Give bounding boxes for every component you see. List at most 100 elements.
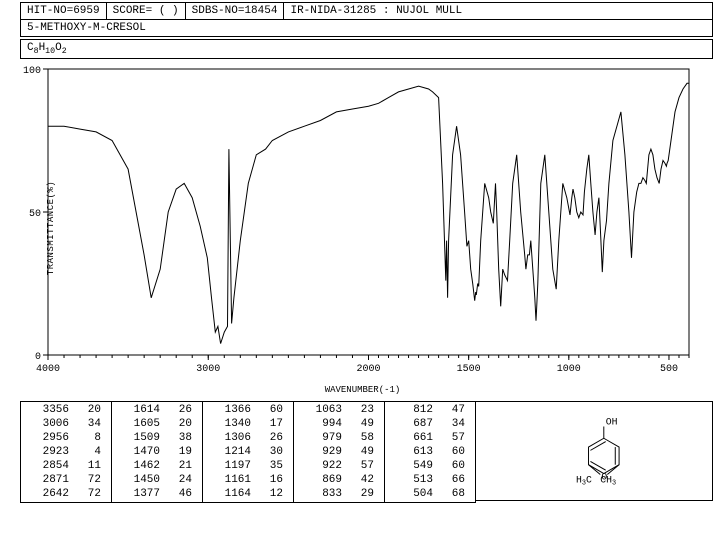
peak-intensity: 21 bbox=[166, 460, 196, 472]
svg-text:500: 500 bbox=[660, 364, 678, 375]
peak-intensity: 49 bbox=[348, 418, 378, 430]
ir-cell: IR-NIDA-31285 : NUJOL MULL bbox=[284, 3, 712, 19]
peak-intensity: 38 bbox=[166, 432, 196, 444]
peak-intensity: 57 bbox=[439, 432, 469, 444]
peak-wavenumber: 1164 bbox=[209, 488, 255, 500]
peak-wavenumber: 1197 bbox=[209, 460, 255, 472]
svg-text:1500: 1500 bbox=[457, 364, 481, 375]
svg-text:2000: 2000 bbox=[356, 364, 380, 375]
peak-intensity: 49 bbox=[348, 446, 378, 458]
peak-wavenumber: 1470 bbox=[118, 446, 164, 458]
peak-intensity: 60 bbox=[439, 460, 469, 472]
peak-wavenumber: 3356 bbox=[27, 404, 73, 416]
svg-text:H3C: H3C bbox=[576, 475, 592, 488]
peak-intensity: 60 bbox=[257, 404, 287, 416]
peak-wavenumber: 922 bbox=[300, 460, 346, 472]
score-cell: SCORE= ( ) bbox=[107, 3, 186, 19]
peak-wavenumber: 3006 bbox=[27, 418, 73, 430]
peak-wavenumber: 1214 bbox=[209, 446, 255, 458]
peak-intensity: 16 bbox=[257, 474, 287, 486]
peak-wavenumber: 833 bbox=[300, 488, 346, 500]
peak-intensity: 26 bbox=[166, 404, 196, 416]
peak-intensity: 30 bbox=[257, 446, 287, 458]
peak-intensity: 46 bbox=[166, 488, 196, 500]
peak-wavenumber: 1605 bbox=[118, 418, 164, 430]
structure-svg: OHH3COCH3 bbox=[476, 402, 712, 500]
formula: C8H10O2 bbox=[20, 39, 713, 59]
peak-wavenumber: 979 bbox=[300, 432, 346, 444]
peak-wavenumber: 869 bbox=[300, 474, 346, 486]
peak-table: 3356203006342956829234285411287172264272… bbox=[20, 401, 476, 503]
peak-wavenumber: 687 bbox=[391, 418, 437, 430]
structure-diagram: OHH3COCH3 bbox=[476, 401, 713, 501]
peak-wavenumber: 1462 bbox=[118, 460, 164, 472]
peak-intensity: 4 bbox=[75, 446, 105, 458]
peak-wavenumber: 2923 bbox=[27, 446, 73, 458]
peak-intensity: 34 bbox=[75, 418, 105, 430]
svg-text:0: 0 bbox=[35, 352, 41, 363]
peak-wavenumber: 1366 bbox=[209, 404, 255, 416]
peak-wavenumber: 2642 bbox=[27, 488, 73, 500]
svg-text:CH3: CH3 bbox=[600, 475, 616, 488]
svg-text:3000: 3000 bbox=[196, 364, 220, 375]
peak-intensity: 57 bbox=[348, 460, 378, 472]
formula-c: 8 bbox=[34, 47, 39, 56]
svg-text:OH: OH bbox=[606, 417, 618, 428]
peak-wavenumber: 812 bbox=[391, 404, 437, 416]
peak-intensity: 11 bbox=[75, 460, 105, 472]
svg-text:50: 50 bbox=[29, 209, 41, 220]
peak-intensity: 26 bbox=[257, 432, 287, 444]
peak-wavenumber: 1306 bbox=[209, 432, 255, 444]
sdbs-cell: SDBS-NO=18454 bbox=[186, 3, 285, 19]
peak-wavenumber: 2956 bbox=[27, 432, 73, 444]
peak-wavenumber: 994 bbox=[300, 418, 346, 430]
peak-wavenumber: 2854 bbox=[27, 460, 73, 472]
peak-intensity: 19 bbox=[166, 446, 196, 458]
header-row: HIT-NO=6959 SCORE= ( ) SDBS-NO=18454 IR-… bbox=[20, 2, 713, 20]
peak-wavenumber: 2871 bbox=[27, 474, 73, 486]
peak-intensity: 8 bbox=[75, 432, 105, 444]
peak-intensity: 17 bbox=[257, 418, 287, 430]
chart-svg: 4000 3000 2000 1500 1000 500 0 50 100 bbox=[20, 63, 695, 383]
peak-wavenumber: 1450 bbox=[118, 474, 164, 486]
peak-intensity: 42 bbox=[348, 474, 378, 486]
peak-intensity: 58 bbox=[348, 432, 378, 444]
peak-wavenumber: 549 bbox=[391, 460, 437, 472]
peak-intensity: 60 bbox=[439, 446, 469, 458]
spectrum-chart: TRANSMITTANCE(%) 40003000200015001000500… bbox=[20, 63, 705, 393]
peak-intensity: 20 bbox=[75, 404, 105, 416]
peak-intensity: 24 bbox=[166, 474, 196, 486]
peak-wavenumber: 1161 bbox=[209, 474, 255, 486]
peak-wavenumber: 513 bbox=[391, 474, 437, 486]
peak-intensity: 72 bbox=[75, 488, 105, 500]
peak-wavenumber: 1340 bbox=[209, 418, 255, 430]
peak-wavenumber: 1063 bbox=[300, 404, 346, 416]
peak-wavenumber: 1614 bbox=[118, 404, 164, 416]
svg-text:4000: 4000 bbox=[36, 364, 60, 375]
peak-intensity: 12 bbox=[257, 488, 287, 500]
peak-intensity: 35 bbox=[257, 460, 287, 472]
peak-wavenumber: 1509 bbox=[118, 432, 164, 444]
peak-intensity: 72 bbox=[75, 474, 105, 486]
compound-name: 5-METHOXY-M-CRESOL bbox=[20, 20, 713, 37]
peak-intensity: 29 bbox=[348, 488, 378, 500]
x-axis-label: WAVENUMBER(-1) bbox=[325, 385, 401, 395]
formula-h: 10 bbox=[45, 47, 55, 56]
peak-wavenumber: 1377 bbox=[118, 488, 164, 500]
peak-wavenumber: 504 bbox=[391, 488, 437, 500]
peak-wavenumber: 613 bbox=[391, 446, 437, 458]
y-axis-label: TRANSMITTANCE(%) bbox=[46, 181, 56, 275]
peak-intensity: 23 bbox=[348, 404, 378, 416]
svg-text:100: 100 bbox=[23, 66, 41, 77]
peak-intensity: 47 bbox=[439, 404, 469, 416]
hit-no-cell: HIT-NO=6959 bbox=[21, 3, 107, 19]
peak-intensity: 68 bbox=[439, 488, 469, 500]
peak-intensity: 66 bbox=[439, 474, 469, 486]
peak-wavenumber: 661 bbox=[391, 432, 437, 444]
svg-text:1000: 1000 bbox=[557, 364, 581, 375]
formula-o: 2 bbox=[62, 47, 67, 56]
peak-wavenumber: 929 bbox=[300, 446, 346, 458]
peak-intensity: 20 bbox=[166, 418, 196, 430]
bottom-section: 3356203006342956829234285411287172264272… bbox=[20, 401, 713, 503]
peak-intensity: 34 bbox=[439, 418, 469, 430]
